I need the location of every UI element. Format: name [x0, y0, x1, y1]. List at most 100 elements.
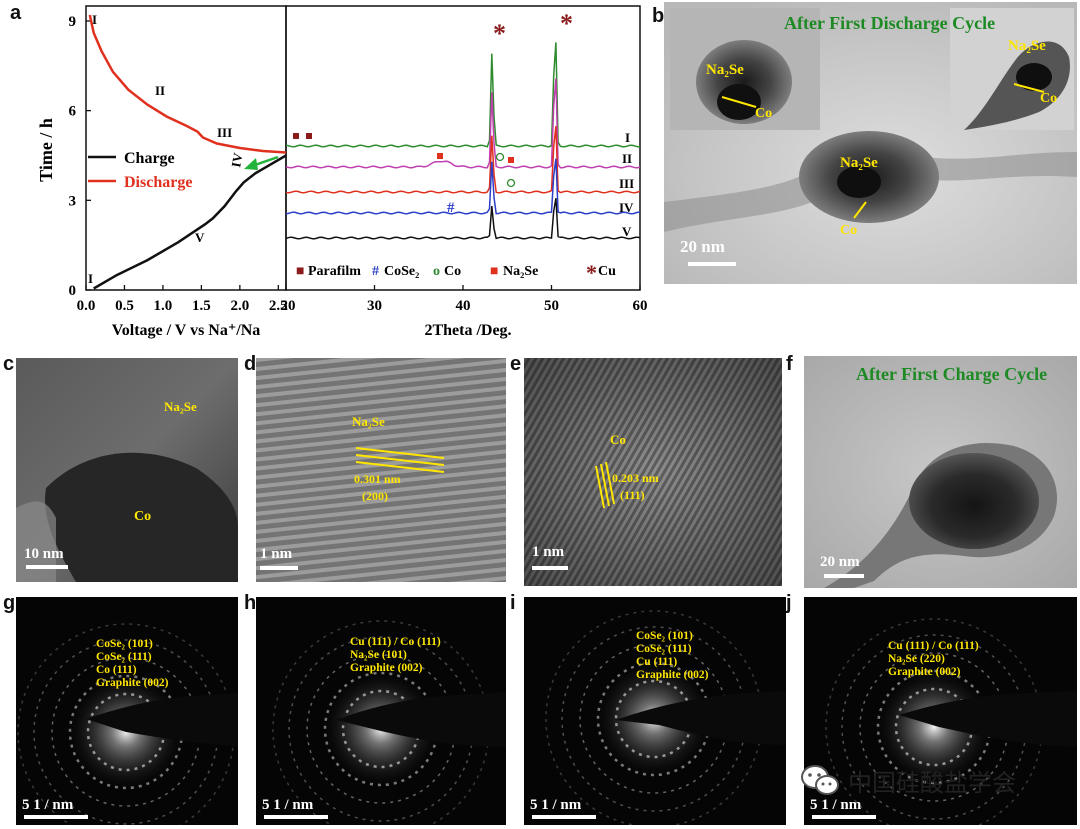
legend-cose2: CoSe₂ — [384, 264, 419, 279]
saed-j-label: Graphite (002) — [888, 666, 961, 678]
beam-stopper — [616, 691, 786, 745]
voltage-xtick-label: 1.5 — [192, 298, 211, 314]
d-spacing-label: 0.301 nm — [354, 472, 401, 486]
panel-label-h: h — [244, 592, 257, 614]
voltage-ytick-label: 9 — [69, 14, 77, 30]
annotation-II: II — [155, 83, 165, 98]
saed-g-label: CoSe₂ (101) — [96, 638, 153, 650]
saed-j-scale-label: 5 1 / nm — [810, 797, 862, 813]
f-scale-bar — [824, 574, 864, 578]
xrd-pattern-III — [285, 126, 641, 194]
xrd-xtick-label: 60 — [633, 298, 648, 314]
voltage-ytick-label: 3 — [69, 193, 77, 209]
b-scale-label: 20 nm — [680, 237, 725, 256]
xrd-plot-frame — [285, 5, 641, 291]
d-plane-label: (200) — [362, 489, 388, 503]
saed-i-label: CoSe₂ (111) — [636, 643, 692, 655]
legend-na2se: Na₂Se — [503, 264, 538, 279]
annotation-discharge-I: I — [92, 12, 97, 27]
panel-c-tem-image: Na₂Se Co 10 nm — [16, 358, 238, 582]
voltage-plot-frame — [85, 5, 287, 291]
e-scale-bar — [532, 566, 568, 570]
xrd-label-V: V — [622, 224, 632, 239]
panel-label-e: e — [510, 353, 522, 375]
voltage-xtick-label: 2.0 — [230, 298, 249, 314]
saed-i-label: Graphite (002) — [636, 669, 709, 681]
saed-i-scale-bar — [532, 815, 596, 819]
saed-g-label: CoSe₂ (111) — [96, 651, 152, 663]
annotation-III: III — [217, 125, 232, 140]
e-plane-label: (111) — [620, 488, 645, 502]
voltage-xtick-label: 0.0 — [77, 298, 96, 314]
panel-g-saed: CoSe₂ (101) CoSe₂ (111) Co (111) Graphite (… — [16, 597, 238, 825]
panel-b-tem-image: After First Discharge Cycle Na₂Se Co Na₂… — [664, 2, 1077, 284]
xrd-pattern-IV — [285, 158, 640, 215]
panel-j-saed: Cu (111) / Co (111) Na₂Se (220) Graphite (… — [804, 597, 1077, 825]
xrd-legend: ■ Parafilm # CoSe₂ o Co ■ Na₂Se * Cu — [296, 260, 616, 285]
b-scale-bar — [688, 262, 736, 266]
b-title-line1: After First Discharge Cycle — [784, 13, 995, 33]
panel-f-tem-image: After First Charge Cycle 20 nm — [804, 356, 1077, 588]
panel-label-d: d — [244, 353, 257, 375]
legend-cu: Cu — [598, 264, 616, 279]
legend-cose2-symbol: # — [372, 264, 379, 279]
panel-d-hrtem-image: Na₂Se 0.301 nm (200) 1 nm — [256, 358, 506, 582]
co-core — [837, 166, 881, 198]
panel-label-c: c — [3, 353, 15, 375]
co-marker-1 — [495, 152, 505, 162]
beam-stopper — [86, 693, 238, 747]
annotation-charge-I: I — [88, 271, 93, 286]
saed-h-label: Cu (111) / Co (111) — [350, 636, 441, 648]
voltage-ylabel: Time / h — [36, 118, 56, 182]
legend-discharge-label: Discharge — [124, 174, 192, 191]
wechat-icon — [801, 765, 839, 795]
panel-h-saed: Cu (111) / Co (111) Na₂Se (101) Graphite (… — [256, 597, 506, 825]
co-marker-2 — [506, 178, 516, 188]
voltage-ytick-label: 0 — [69, 283, 77, 299]
xrd-xlabel: 2Theta /Deg. — [424, 322, 511, 339]
b-co-label-3: Co — [840, 223, 857, 238]
xrd-label-IV: IV — [619, 200, 634, 215]
voltage-xtick-label: 2.5 — [269, 298, 288, 314]
saed-j-label: Na₂Se (220) — [888, 653, 945, 665]
panel-label-a: a — [10, 2, 22, 24]
e-spacing-label: 0.203 nm — [612, 471, 659, 485]
c-na2se-label: Na₂Se — [164, 399, 197, 414]
d-scale-bar — [260, 566, 298, 570]
panel-label-i: i — [510, 592, 516, 614]
voltage-xlabel: Voltage / V vs Na⁺/Na — [112, 322, 261, 339]
watermark-text: 中国硅酸盐学会 — [848, 768, 1016, 797]
panel-label-b: b — [652, 5, 665, 27]
legend-co-symbol: o — [433, 264, 440, 279]
xrd-xtick-label: 20 — [281, 298, 296, 314]
parafilm-marker-1 — [293, 133, 299, 139]
saed-h-label: Graphite (002) — [350, 662, 423, 674]
annotation-IV: IV — [228, 151, 245, 168]
legend-co: Co — [444, 264, 461, 279]
b-na2se-label-2: Na₂Se — [1008, 38, 1046, 54]
xrd-label-III: III — [619, 176, 634, 191]
e-co-label: Co — [610, 432, 626, 447]
f-scale-label: 20 nm — [820, 554, 860, 570]
saed-h-scale-label: 5 1 / nm — [262, 797, 314, 813]
xrd-label-II: II — [622, 151, 632, 166]
panel-label-g: g — [3, 592, 16, 614]
c-scale-label: 10 nm — [24, 546, 64, 562]
series-discharge-line — [88, 14, 287, 154]
parafilm-marker-2 — [306, 133, 312, 139]
saed-j-scale-bar — [812, 815, 876, 819]
c-co-label: Co — [134, 509, 151, 524]
xrd-pattern-I — [285, 42, 640, 148]
saed-g-label: Graphite (002) — [96, 677, 169, 689]
panel-label-j: j — [786, 592, 792, 614]
beam-stopper — [336, 692, 506, 747]
series-charge-line — [93, 154, 287, 290]
f-title: After First Charge Cycle — [856, 364, 1047, 384]
cose2-marker: # — [447, 200, 455, 216]
legend-na2se-symbol: ■ — [490, 264, 498, 279]
voltage-legend: Charge Discharge — [88, 150, 192, 191]
legend-parafilm: Parafilm — [308, 264, 361, 279]
na2se-marker-2 — [508, 157, 514, 163]
b-co-label-2: Co — [1040, 91, 1057, 106]
saed-h-label: Na₂Se (101) — [350, 649, 407, 661]
